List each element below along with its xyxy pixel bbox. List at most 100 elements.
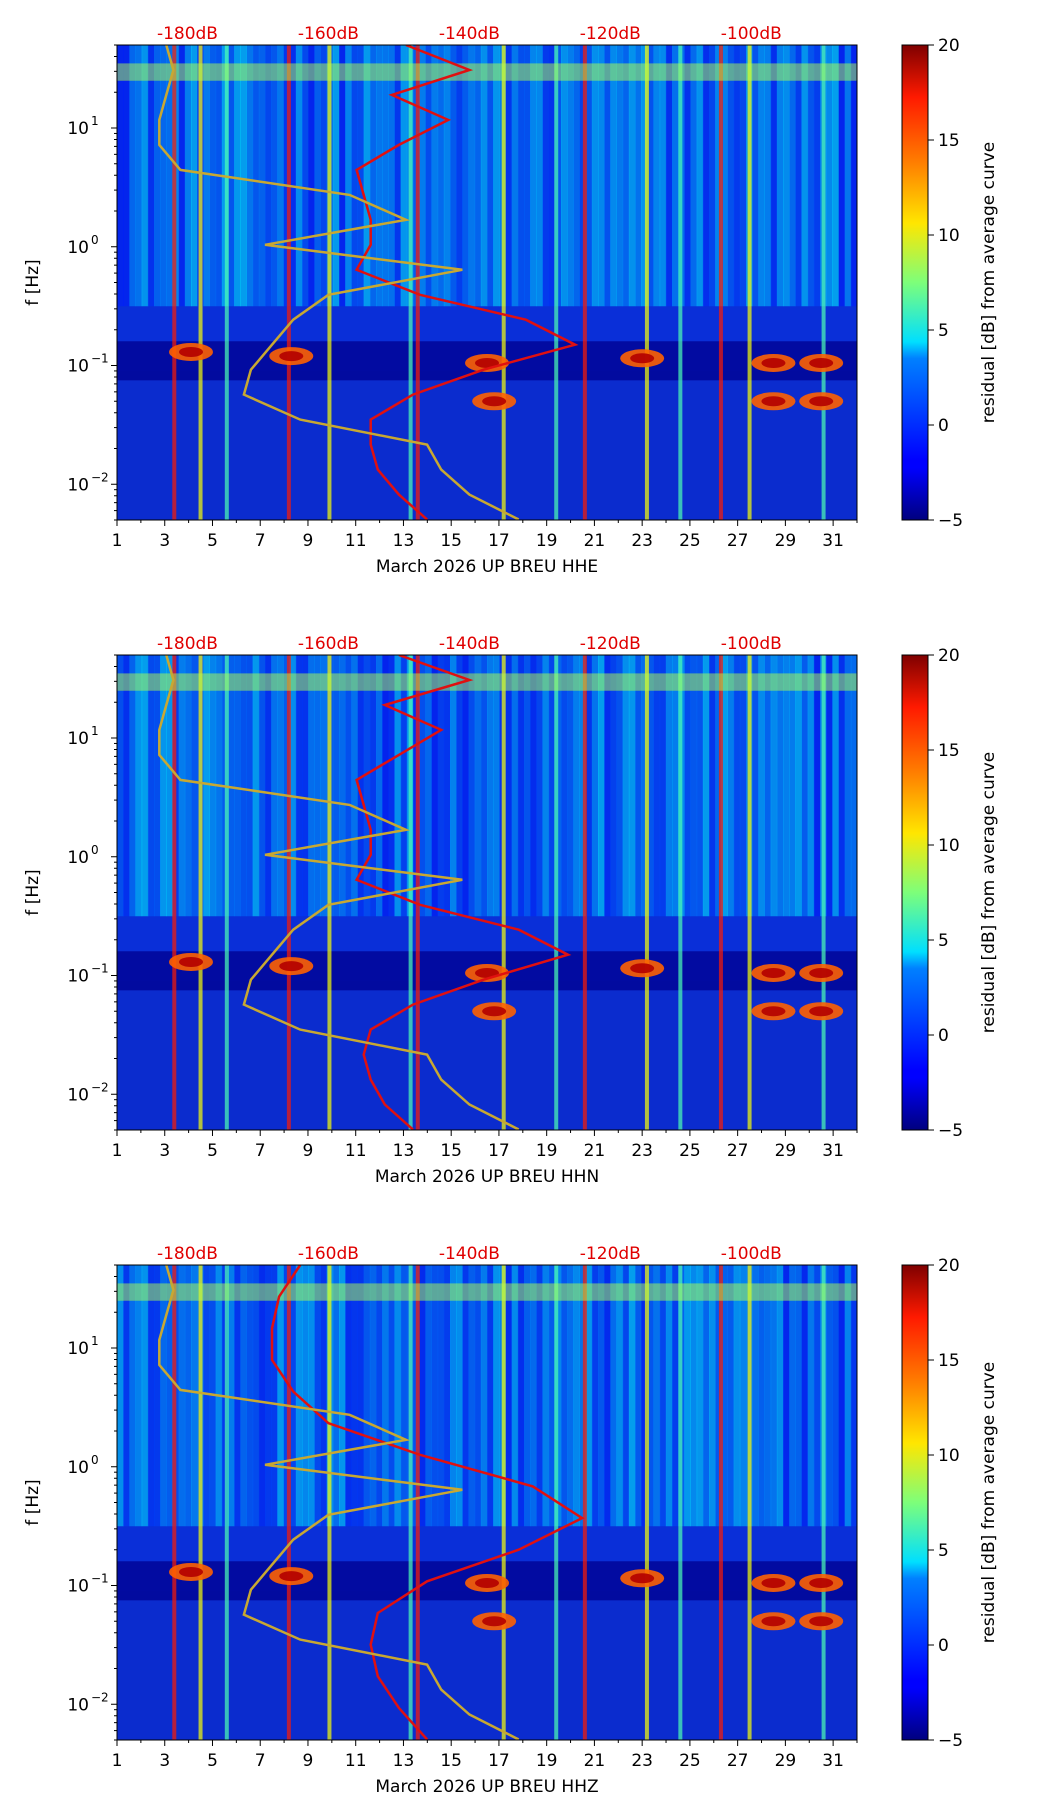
- x-tick-label: 29: [775, 1751, 797, 1771]
- heatmap-texture-column: [228, 655, 235, 917]
- y-tick-label: 10: [67, 1085, 89, 1105]
- heatmap-texture-column: [135, 1265, 143, 1527]
- heatmap-texture-column: [567, 1265, 574, 1527]
- x-tick-label: 27: [727, 1751, 749, 1771]
- heatmap-texture-column: [363, 1265, 371, 1527]
- x-tick-label: 9: [303, 531, 314, 551]
- event-streak: [718, 45, 723, 520]
- heatmap-texture-column: [314, 655, 321, 917]
- storm-blob-core: [809, 967, 834, 978]
- heatmap-texture-column: [573, 1265, 580, 1527]
- heatmap-texture-column: [252, 1265, 260, 1527]
- event-streak: [327, 45, 332, 520]
- heatmap-texture-column: [813, 655, 821, 917]
- x-tick-label: 21: [584, 1751, 606, 1771]
- event-streak: [172, 1265, 177, 1740]
- heatmap-texture-column: [363, 655, 371, 917]
- heatmap-texture-column: [493, 1265, 500, 1527]
- heatmap-texture-column: [776, 45, 784, 307]
- heatmap-texture-column: [505, 655, 513, 917]
- db-scale-label: -160dB: [298, 1244, 359, 1264]
- colorbar-tick-label: 10: [938, 836, 960, 856]
- heatmap-texture-column: [702, 45, 710, 307]
- y-tick-exponent: 0: [91, 233, 99, 247]
- x-tick-label: 7: [255, 1751, 266, 1771]
- heatmap-texture-column: [739, 655, 747, 917]
- heatmap-texture-column: [376, 655, 383, 917]
- heatmap-texture-column: [542, 45, 550, 307]
- colorbar-tick-label: 15: [938, 741, 960, 761]
- event-streak: [644, 655, 649, 1130]
- storm-blob-core: [475, 1577, 499, 1588]
- event-streak: [172, 655, 177, 1130]
- storm-blob-core: [279, 961, 304, 972]
- heatmap-texture-column: [345, 1265, 352, 1527]
- heatmap-texture-column: [289, 1265, 297, 1527]
- heatmap-texture-column: [184, 1265, 192, 1527]
- heatmap-texture-column: [474, 45, 482, 307]
- colorbar: [901, 44, 929, 521]
- heatmap-texture-column: [160, 655, 167, 917]
- high-frequency-band: [117, 1283, 857, 1301]
- x-tick-label: 29: [775, 1141, 797, 1161]
- storm-blob-core: [279, 351, 304, 362]
- storm-blob-core: [761, 396, 786, 407]
- heatmap-texture-column: [419, 45, 426, 307]
- heatmap-texture-column: [443, 655, 451, 917]
- heatmap-texture-column: [474, 1265, 482, 1527]
- heatmap-texture-column: [524, 655, 531, 917]
- y-tick-exponent: 0: [91, 843, 99, 857]
- x-tick-label: 11: [345, 531, 367, 551]
- heatmap-texture-column: [400, 45, 408, 307]
- heatmap-texture-column: [517, 655, 525, 917]
- event-streak: [408, 1265, 413, 1740]
- heatmap-texture-column: [437, 45, 445, 307]
- heatmap-texture-column: [283, 45, 291, 307]
- db-scale-label: -140dB: [439, 634, 500, 654]
- heatmap-texture-column: [696, 45, 704, 307]
- heatmap-texture-column: [252, 45, 260, 307]
- storm-blob-core: [809, 1006, 834, 1017]
- heatmap-texture-column: [400, 1265, 408, 1527]
- event-streak: [501, 655, 506, 1130]
- y-tick-label: 10: [67, 1339, 89, 1359]
- heatmap-texture-column: [178, 655, 186, 917]
- db-scale-label: -100dB: [721, 634, 782, 654]
- event-streak: [582, 1265, 587, 1740]
- x-tick-label: 29: [775, 531, 797, 551]
- db-scale-label: -160dB: [298, 634, 359, 654]
- y-axis-label: f [Hz]: [23, 869, 43, 915]
- x-tick-label: 21: [584, 1141, 606, 1161]
- heatmap-texture-column: [530, 655, 537, 917]
- heatmap-texture-column: [783, 45, 790, 307]
- heatmap-texture-column: [511, 1265, 519, 1527]
- heatmap-texture-column: [616, 655, 624, 917]
- heatmap-texture-column: [635, 655, 642, 917]
- heatmap-texture-column: [647, 45, 654, 307]
- heatmap-texture-column: [123, 1265, 130, 1527]
- y-tick-exponent: −2: [91, 1080, 109, 1094]
- x-tick-label: 31: [822, 1141, 844, 1161]
- x-tick-label: 5: [207, 531, 218, 551]
- heatmap-texture-column: [314, 45, 321, 307]
- event-streak: [224, 655, 229, 1130]
- heatmap-texture-column: [431, 45, 439, 307]
- db-scale-label: -100dB: [721, 1244, 782, 1264]
- heatmap-texture-column: [604, 45, 611, 307]
- x-tick-label: 23: [631, 1141, 653, 1161]
- heatmap-texture-column: [783, 1265, 790, 1527]
- storm-blob-core: [630, 963, 655, 974]
- heatmap-texture-column: [561, 655, 568, 917]
- heatmap-texture-column: [573, 655, 580, 917]
- colorbar-tick-label: 0: [938, 416, 949, 436]
- heatmap-texture-column: [425, 655, 432, 917]
- heatmap-texture-column: [474, 655, 482, 917]
- x-tick-label: 17: [488, 1751, 510, 1771]
- colorbar-tick-label: 15: [938, 131, 960, 151]
- x-tick-label: 9: [303, 1751, 314, 1771]
- heatmap-texture-column: [487, 45, 494, 307]
- heatmap-texture-column: [345, 45, 352, 307]
- heatmap-texture-column: [684, 655, 691, 917]
